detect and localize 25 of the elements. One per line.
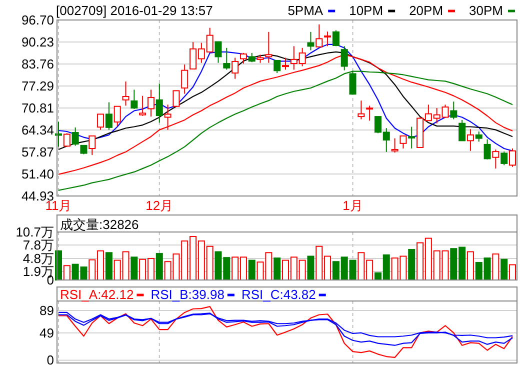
legend-label: RSI_B:39.98	[150, 287, 224, 302]
y-tick-label: 57.87	[21, 144, 54, 160]
y-tick-label: 77.29	[21, 78, 54, 94]
chart-title: [002709] 2016-01-29 13:57	[56, 3, 213, 18]
legend-label: RSI_A:42.12	[60, 287, 134, 302]
y-tick-label: 90.23	[21, 34, 54, 50]
y-tick-label: 7.8万	[22, 238, 54, 253]
y-tick-label: 4.8万	[22, 250, 54, 266]
chart-title: 成交量:32826	[60, 217, 139, 232]
y-tick-label: 89	[40, 302, 54, 318]
legend-label: 10PM	[349, 3, 384, 18]
y-tick-label: 51.40	[21, 166, 54, 182]
y-tick-label: 64.34	[21, 122, 54, 138]
y-tick-label: 96.70	[21, 12, 54, 28]
x-tick-label: 1月	[342, 198, 363, 213]
legend-label: 5PMA	[288, 3, 324, 18]
y-tick-label: 70.81	[21, 100, 54, 116]
y-tick-label: 49	[40, 325, 54, 340]
y-tick-label: 0	[46, 352, 54, 365]
legend-label: 20PM	[409, 3, 444, 18]
y-tick-label: 83.76	[21, 56, 54, 72]
x-tick-label: 12月	[146, 198, 174, 213]
y-tick-label: 10.7万	[16, 224, 54, 240]
legend-label: RSI_C:43.82	[241, 287, 316, 302]
legend-label: 30PM	[469, 3, 503, 18]
